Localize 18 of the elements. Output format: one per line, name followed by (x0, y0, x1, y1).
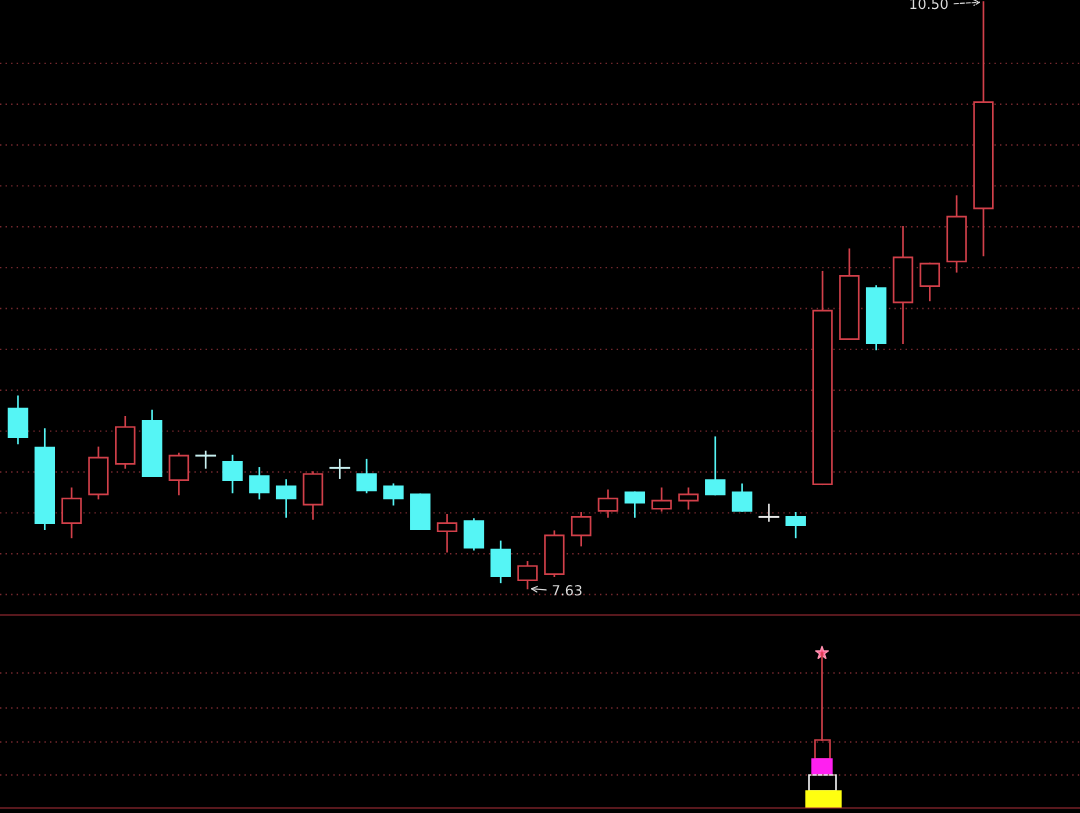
candlestick (570, 512, 592, 547)
candlestick (7, 395, 29, 445)
candlestick (34, 428, 56, 531)
candlestick (892, 225, 914, 345)
candlestick (865, 285, 887, 351)
candlestick (168, 452, 190, 496)
annotation: 7.63 (552, 585, 582, 596)
candlestick (329, 458, 351, 479)
candlestick (785, 512, 806, 539)
candlestick (302, 471, 324, 520)
candlestick (115, 415, 136, 469)
candlestick (436, 514, 458, 553)
candlestick (490, 540, 511, 584)
candlestick (463, 518, 485, 551)
candlestick (758, 503, 780, 522)
candlestick (195, 450, 217, 469)
candlestick (275, 479, 297, 518)
candlestick (597, 489, 619, 518)
